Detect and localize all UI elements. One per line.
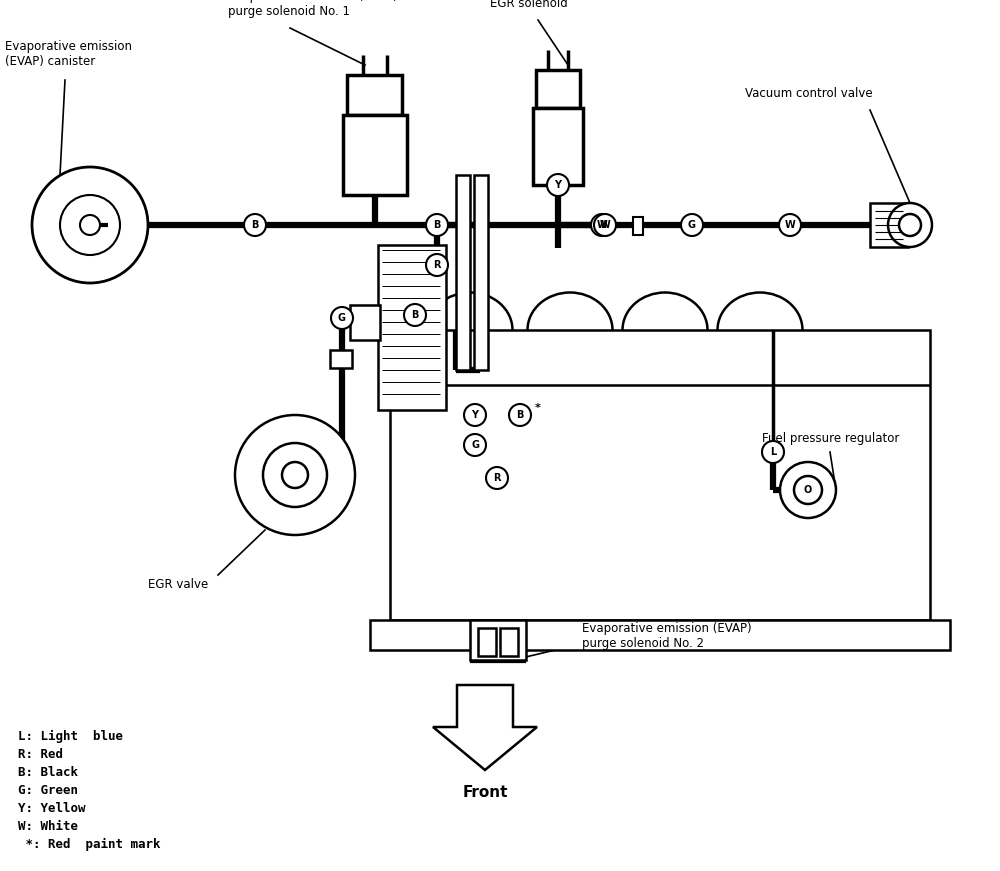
Text: Front: Front bbox=[462, 785, 508, 800]
Circle shape bbox=[547, 174, 569, 196]
Text: Evaporative emission (EVAP)
purge solenoid No. 2: Evaporative emission (EVAP) purge soleno… bbox=[582, 622, 752, 650]
Circle shape bbox=[263, 443, 327, 507]
Text: R: R bbox=[433, 260, 441, 270]
FancyBboxPatch shape bbox=[350, 305, 380, 340]
Circle shape bbox=[486, 467, 508, 489]
Text: O: O bbox=[804, 485, 812, 495]
Circle shape bbox=[404, 304, 426, 326]
FancyBboxPatch shape bbox=[330, 350, 352, 368]
Text: B: Black: B: Black bbox=[18, 766, 78, 779]
FancyBboxPatch shape bbox=[500, 628, 518, 656]
Text: R: R bbox=[493, 473, 501, 483]
Circle shape bbox=[681, 214, 703, 236]
Circle shape bbox=[591, 214, 613, 236]
Text: Vacuum control valve: Vacuum control valve bbox=[745, 87, 873, 100]
Text: B: B bbox=[516, 410, 524, 420]
Text: L: Light  blue: L: Light blue bbox=[18, 730, 123, 743]
FancyBboxPatch shape bbox=[536, 70, 580, 108]
FancyBboxPatch shape bbox=[343, 115, 407, 195]
Text: W: W bbox=[600, 220, 610, 230]
Text: G: G bbox=[471, 440, 479, 450]
Circle shape bbox=[899, 214, 921, 236]
FancyBboxPatch shape bbox=[347, 75, 402, 115]
Text: W: W bbox=[785, 220, 795, 230]
Circle shape bbox=[888, 203, 932, 247]
Circle shape bbox=[32, 167, 148, 283]
FancyBboxPatch shape bbox=[870, 203, 908, 247]
Text: R: Red: R: Red bbox=[18, 748, 63, 761]
Text: EGR valve: EGR valve bbox=[148, 578, 208, 591]
Text: G: G bbox=[338, 313, 346, 323]
Text: G: G bbox=[688, 220, 696, 230]
Circle shape bbox=[426, 214, 448, 236]
Text: Fuel pressure regulator: Fuel pressure regulator bbox=[762, 432, 899, 445]
Text: L: L bbox=[770, 447, 776, 457]
Text: B: B bbox=[411, 310, 419, 320]
FancyBboxPatch shape bbox=[390, 330, 930, 620]
Text: Y: Yellow: Y: Yellow bbox=[18, 802, 86, 815]
Circle shape bbox=[282, 462, 308, 488]
Circle shape bbox=[235, 415, 355, 535]
FancyBboxPatch shape bbox=[470, 620, 526, 660]
Circle shape bbox=[464, 434, 486, 456]
Text: Y: Y bbox=[554, 180, 562, 190]
FancyBboxPatch shape bbox=[456, 175, 470, 370]
Circle shape bbox=[80, 215, 100, 235]
FancyBboxPatch shape bbox=[474, 175, 488, 370]
FancyBboxPatch shape bbox=[370, 620, 950, 650]
FancyBboxPatch shape bbox=[478, 628, 496, 656]
Circle shape bbox=[780, 462, 836, 518]
Circle shape bbox=[509, 404, 531, 426]
Text: Evaporative emission
(EVAP) canister: Evaporative emission (EVAP) canister bbox=[5, 40, 132, 68]
Circle shape bbox=[594, 214, 616, 236]
Text: W: White: W: White bbox=[18, 820, 78, 833]
Circle shape bbox=[331, 307, 353, 329]
Circle shape bbox=[779, 214, 801, 236]
Circle shape bbox=[794, 476, 822, 504]
Text: Evaporative emission (EVAP)
purge solenoid No. 1: Evaporative emission (EVAP) purge soleno… bbox=[228, 0, 398, 18]
Text: EGR solenoid: EGR solenoid bbox=[490, 0, 568, 10]
Text: G: Green: G: Green bbox=[18, 784, 78, 797]
Circle shape bbox=[60, 195, 120, 255]
FancyBboxPatch shape bbox=[633, 217, 643, 235]
Text: B: B bbox=[251, 220, 259, 230]
FancyBboxPatch shape bbox=[378, 245, 446, 410]
Text: W: W bbox=[597, 220, 607, 230]
Circle shape bbox=[426, 254, 448, 276]
Text: Y: Y bbox=[472, 410, 479, 420]
FancyBboxPatch shape bbox=[533, 108, 583, 185]
Text: *: Red  paint mark: *: Red paint mark bbox=[18, 838, 160, 851]
Circle shape bbox=[464, 404, 486, 426]
Circle shape bbox=[762, 441, 784, 463]
Polygon shape bbox=[433, 685, 537, 770]
Text: *: * bbox=[535, 403, 541, 413]
Text: B: B bbox=[433, 220, 441, 230]
Circle shape bbox=[244, 214, 266, 236]
